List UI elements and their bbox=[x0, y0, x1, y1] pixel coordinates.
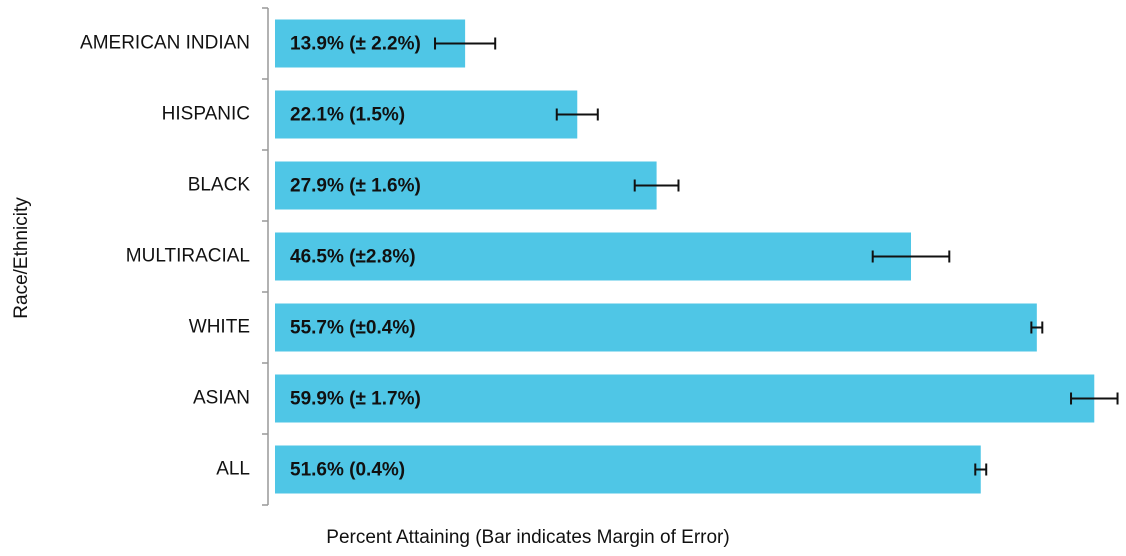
value-label: 22.1% (1.5%) bbox=[290, 105, 405, 126]
y-tick-label: MULTIRACIAL bbox=[126, 246, 250, 267]
bar bbox=[275, 90, 578, 139]
value-label: 59.9% (± 1.7%) bbox=[290, 389, 421, 410]
y-axis-label: Race/Ethnicity bbox=[11, 197, 32, 319]
value-label: 55.7% (±0.4%) bbox=[290, 318, 416, 339]
bar bbox=[275, 232, 911, 281]
value-label: 13.9% (± 2.2%) bbox=[290, 34, 421, 55]
bar bbox=[275, 303, 1037, 352]
error-bar bbox=[974, 463, 988, 476]
value-label: 46.5% (±2.8%) bbox=[290, 247, 416, 268]
error-bar bbox=[1070, 392, 1119, 405]
x-axis-label: Percent Attaining (Bar indicates Margin … bbox=[326, 527, 729, 548]
error-bar bbox=[1030, 321, 1044, 334]
y-tick-label: AMERICAN INDIAN bbox=[80, 33, 250, 54]
value-label: 51.6% (0.4%) bbox=[290, 460, 405, 481]
y-tick-label: HISPANIC bbox=[162, 104, 250, 125]
y-tick-label: WHITE bbox=[189, 317, 250, 338]
value-label: 27.9% (± 1.6%) bbox=[290, 176, 421, 197]
y-tick-label: ASIAN bbox=[193, 388, 250, 409]
y-tick-label: ALL bbox=[216, 459, 250, 480]
bar bbox=[275, 374, 1095, 423]
y-tick-label: BLACK bbox=[188, 175, 251, 196]
error-bar bbox=[871, 250, 951, 263]
error-bar bbox=[633, 179, 680, 192]
bar bbox=[275, 19, 466, 68]
bar bbox=[275, 445, 981, 494]
bar bbox=[275, 161, 657, 210]
error-bar bbox=[555, 108, 599, 121]
error-bar bbox=[434, 37, 497, 50]
